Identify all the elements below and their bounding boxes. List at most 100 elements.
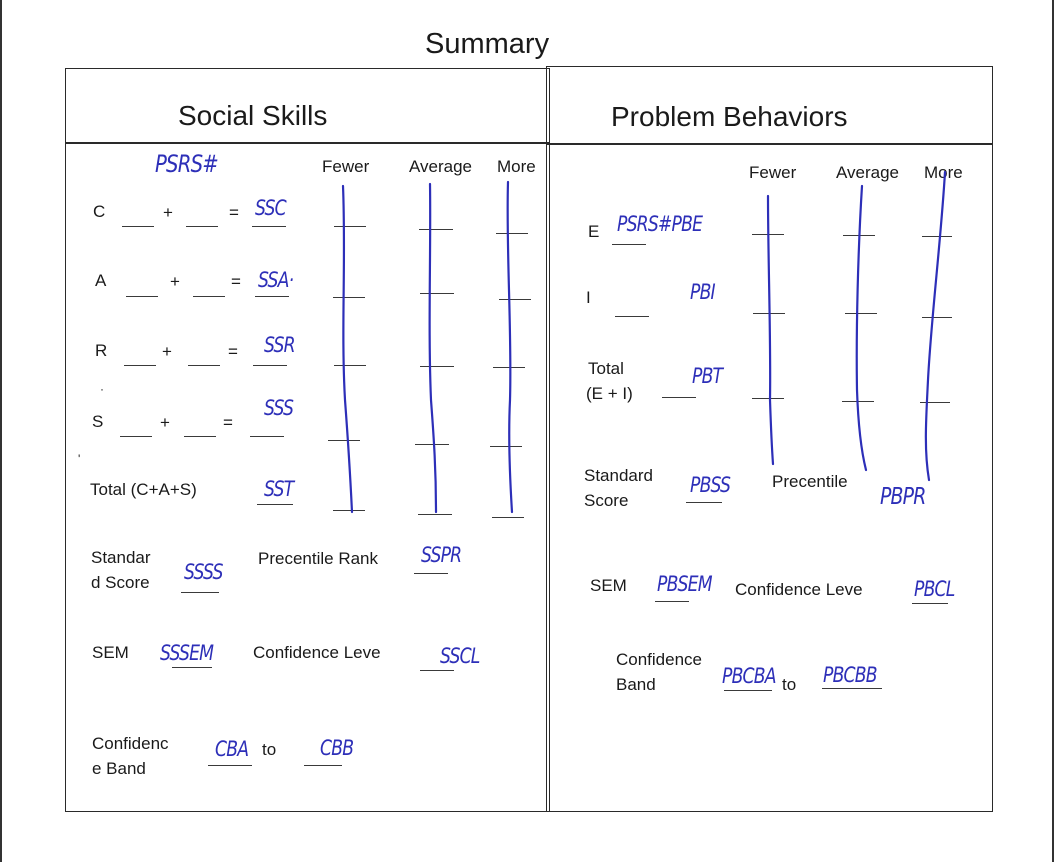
pb-confidence-level-code: PBCL	[914, 577, 955, 601]
ss-percentile-rank-code: SSPR	[421, 543, 462, 567]
ss-scale-tick	[333, 297, 365, 299]
pb-confidence-level-label: Confidence Leve	[735, 580, 863, 599]
stray-mark: ·	[100, 382, 104, 396]
problem-behaviors-heading: Problem Behaviors	[611, 101, 848, 132]
ss-row-code: SSR	[264, 333, 296, 357]
pb-blank	[724, 690, 772, 691]
ss-blank	[252, 226, 286, 227]
pb-blank	[686, 502, 722, 503]
ss-plus: +	[162, 342, 172, 361]
ss-confidence-band-label-2: e Band	[92, 759, 146, 778]
ss-confidence-band-high: CBB	[320, 736, 354, 760]
ss-standard-score-label-1: Standar	[91, 548, 151, 567]
ss-standard-score-label-2: d Score	[91, 573, 150, 592]
ss-standard-score-code: SSSS	[184, 560, 223, 584]
ss-scale-tick	[493, 367, 525, 369]
pb-confidence-band-low: PBCBA	[722, 664, 777, 688]
pb-total-label-2: (E + I)	[586, 384, 633, 403]
ss-blank	[188, 365, 220, 366]
ss-confidence-band-to: to	[262, 740, 277, 759]
social-skills-header-rule	[65, 142, 550, 144]
ss-scale-tick	[420, 366, 454, 368]
ss-scale-tick	[418, 514, 452, 516]
page-title: Summary	[425, 28, 550, 60]
pb-scale-tick	[845, 313, 877, 315]
ss-blank	[120, 436, 152, 437]
ss-row-label: C	[93, 202, 106, 221]
ss-scale-more: More	[497, 157, 536, 176]
ss-scale-average: Average	[409, 157, 473, 176]
ss-total-code: SST	[264, 477, 294, 501]
pb-confidence-band-label-2: Band	[616, 675, 656, 694]
ss-scale-fewer: Fewer	[322, 157, 370, 176]
social-skills-code: PSRS#	[155, 150, 219, 178]
problem-behaviors-panel	[546, 66, 993, 812]
ss-blank	[184, 436, 216, 437]
pb-row-code: PSRS#PBE	[617, 212, 703, 236]
ss-blank	[257, 504, 293, 505]
ss-scale-tick	[415, 444, 449, 446]
social-skills-heading: Social Skills	[178, 100, 328, 131]
ss-scale-tick	[328, 440, 360, 442]
ss-row-label: S	[92, 412, 104, 431]
ss-blank	[126, 296, 158, 297]
ss-total-label: Total (C+A+S)	[90, 480, 197, 499]
ss-scale-tick	[492, 517, 524, 519]
pb-scale-tick	[842, 401, 874, 403]
ss-blank	[181, 592, 219, 593]
ss-percentile-rank-label: Precentile Rank	[258, 549, 379, 568]
ss-equals: =	[231, 272, 241, 291]
pb-scale-tick	[922, 317, 952, 319]
ss-equals: =	[223, 413, 233, 432]
ss-blank	[253, 365, 287, 366]
pb-blank	[662, 397, 696, 398]
pb-sem-label: SEM	[590, 576, 627, 595]
pb-scale-tick	[843, 235, 875, 237]
ss-blank	[124, 365, 156, 366]
ss-plus: +	[170, 272, 180, 291]
ss-confidence-band-low: CBA	[215, 737, 249, 761]
ss-plus: +	[163, 203, 173, 222]
ss-blank	[250, 436, 284, 437]
pb-standard-score-code: PBSS	[690, 473, 731, 497]
problem-behaviors-header-rule	[546, 143, 993, 145]
pb-percentile-label: Precentile	[772, 472, 848, 491]
ss-row-label: R	[95, 341, 108, 360]
pb-scale-tick	[752, 234, 784, 236]
ss-confidence-level-code: SSCL	[440, 644, 480, 668]
pb-blank	[655, 601, 689, 602]
pb-scale-tick	[752, 398, 784, 400]
ss-row-code: SSC	[255, 196, 287, 220]
ss-row-label: A	[95, 271, 107, 290]
pb-confidence-band-to: to	[782, 675, 797, 694]
pb-confidence-band-label-1: Confidence	[616, 650, 703, 669]
pb-scale-average: Average	[836, 163, 900, 182]
ss-equals: =	[229, 203, 239, 222]
pb-scale-tick	[753, 313, 785, 315]
ss-blank	[186, 226, 218, 227]
pb-scale-more: More	[924, 163, 963, 182]
ss-scale-tick	[334, 226, 366, 228]
pb-blank	[615, 316, 649, 317]
pb-scale-tick	[922, 236, 952, 238]
pb-row-label: E	[588, 222, 600, 241]
stray-mark: '	[78, 452, 81, 466]
ss-scale-tick	[496, 233, 528, 235]
pb-scale-fewer: Fewer	[749, 163, 797, 182]
pb-standard-score-label-1: Standard	[584, 466, 653, 485]
social-skills-panel	[65, 68, 550, 812]
ss-scale-tick	[334, 365, 366, 367]
page-left-edge	[0, 0, 2, 862]
ss-scale-tick	[333, 510, 365, 512]
page-right-edge	[1052, 0, 1054, 862]
ss-confidence-level-label: Confidence Leve	[253, 643, 381, 662]
ss-blank	[304, 765, 342, 766]
ss-plus: +	[160, 413, 170, 432]
ss-scale-tick	[499, 299, 531, 301]
ss-scale-tick	[420, 293, 454, 295]
pb-row-code: PBI	[690, 280, 716, 304]
ss-sem-code: SSSEM	[160, 641, 214, 665]
ss-blank	[193, 296, 225, 297]
ss-scale-tick	[490, 446, 522, 448]
pb-total-code: PBT	[692, 364, 723, 388]
